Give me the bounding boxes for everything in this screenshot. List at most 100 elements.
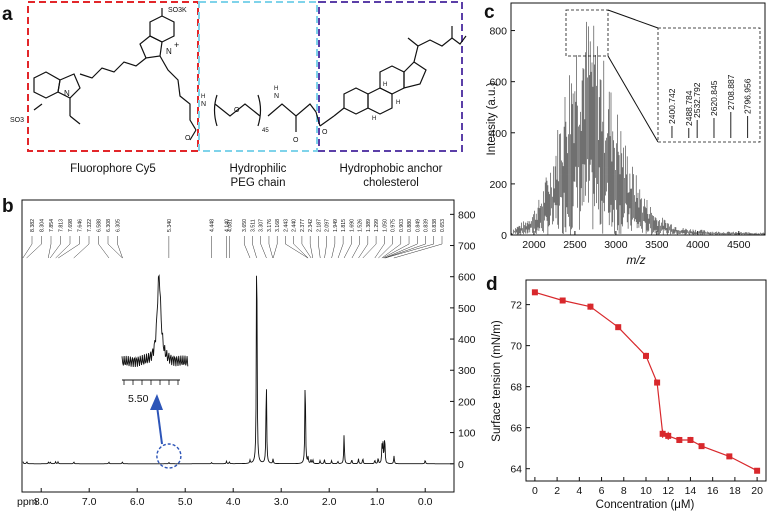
st-data-point (754, 467, 761, 474)
nmr-peak-label: 1.389 (366, 219, 372, 232)
ms-xtick-label: 3000 (604, 239, 628, 251)
nmr-peak-label: 1.299 (374, 219, 380, 232)
lower-benzene-ring (33, 71, 61, 99)
nmr-peak-label: 7.322 (87, 219, 93, 232)
amide-n2: N (274, 93, 279, 100)
ppm-prefix: ppm (17, 496, 38, 508)
nmr-ytick-label: 0 (458, 459, 464, 471)
st-xtick-label: 18 (729, 485, 741, 497)
nmr-peak-label: 6.308 (106, 219, 112, 232)
nmr-peak-connector (244, 243, 251, 259)
steroid-h3: H (372, 116, 376, 122)
steroid-h2: H (396, 100, 400, 106)
nmr-peak-label: 0.839 (424, 219, 430, 232)
nmr-peak-label: 0.838 (432, 219, 438, 232)
nmr-peak-label: 1.815 (341, 219, 347, 232)
panel-a: a (2, 1, 467, 189)
nmr-xtick-label: 4.0 (226, 496, 241, 508)
st-data-point (659, 430, 666, 437)
st-data-point (665, 432, 672, 439)
peg-subscript-45: 45 (262, 128, 269, 134)
nmr-peak-connector (301, 243, 312, 259)
nmr-peak-label: 0.653 (440, 219, 446, 232)
st-ytick-label: 66 (510, 423, 522, 435)
st-xtick-label: 20 (751, 485, 763, 497)
nmr-peak-label: 1.949 (333, 219, 339, 232)
peg-label-line2: PEG chain (231, 177, 286, 189)
polymethine-chain (79, 57, 147, 79)
panel-a-letter: a (2, 4, 13, 25)
nmr-peak-connector (107, 243, 123, 259)
peg-box (198, 1, 318, 152)
st-data-point (698, 443, 705, 450)
fluorophore-label: Fluorophore Cy5 (70, 163, 156, 175)
nmr-peak-connector (49, 243, 61, 259)
nmr-axis-tick-labels: 8.0 7.0 6.0 5.0 4.0 3.0 2.0 1.0 0.0 800 700 600 500 4… (34, 209, 476, 508)
st-data-point (726, 453, 733, 460)
ms-frame (510, 2, 766, 236)
surface-tension-points (531, 289, 761, 474)
zoom-connector-bottom (607, 55, 659, 143)
st-data-point (676, 436, 683, 443)
nmr-peak-label: 4.448 (210, 219, 216, 232)
panel-d-letter: d (486, 274, 498, 295)
nmr-ytick-label: 300 (458, 365, 476, 377)
nmr-frame (21, 199, 455, 493)
nmr-peak-label: 3.511 (250, 219, 256, 232)
surface-tension-line (534, 291, 758, 472)
nmr-peak-connector (378, 243, 393, 259)
arrow-head (150, 394, 163, 410)
st-data-point (587, 303, 594, 310)
nmr-peak-label: 1.690 (349, 219, 355, 232)
nmr-ytick-label: 100 (458, 428, 476, 440)
ms-inset-peak-label: 2796.956 (743, 78, 753, 114)
nmr-peak-connector (117, 243, 123, 259)
anchor-label-line1: Hydrophobic anchor (340, 163, 443, 175)
st-xtick-label: 4 (576, 485, 582, 497)
inset-ticks (123, 380, 179, 385)
nmr-peak-label: 6.588 (97, 219, 103, 232)
nmr-peak-label: 8.382 (30, 219, 36, 232)
nmr-xtick-label: 0.0 (418, 496, 433, 508)
nmr-peak-connector (58, 243, 80, 259)
carbonyl-o3: O (293, 137, 299, 144)
st-data-point (531, 289, 538, 296)
st-ytick-label: 64 (510, 464, 522, 476)
nmr-peak-label: 3.307 (259, 219, 265, 232)
surface-tension-ylabel: Surface tension (mN/m) (491, 320, 503, 442)
ms-xtick-label: 4000 (686, 239, 710, 251)
nmr-ytick-label: 800 (458, 209, 476, 221)
nmr-peak-connector (73, 243, 90, 259)
nmr-peak-label: 3.650 (242, 219, 248, 232)
nmr-peak-label: 0.880 (407, 219, 413, 232)
highlight-arrow (156, 405, 163, 445)
ms-ytick-label: 800 (489, 26, 507, 38)
nmr-ytick-label: 500 (458, 303, 476, 315)
nmr-peak-connector (260, 243, 267, 259)
nmr-peak-connector (252, 243, 257, 259)
nmr-peak-label: 1.050 (382, 219, 388, 232)
st-data-point (643, 352, 649, 359)
nmr-peak-label: 7.813 (59, 219, 65, 232)
nmr-peak-connector (26, 243, 42, 259)
nmr-peak-connector (337, 243, 344, 259)
fluorophore-box (27, 1, 199, 152)
st-data-point (687, 436, 694, 443)
nmr-peak-connector (384, 243, 426, 259)
steroid-ring-d (403, 61, 427, 89)
surface-tension-frame (525, 279, 767, 482)
nmr-peak-connector (331, 243, 336, 259)
nmr-peak-label: 0.975 (391, 219, 397, 232)
nmr-peak-connector (358, 243, 369, 259)
panel-b: b 8.0 7.0 6.0 5.0 4.0 3.0 2.0 1.0 0.0 800 700 600 50… (2, 196, 476, 508)
succinyl-linker (267, 103, 317, 117)
nmr-spectrum-trace (22, 275, 453, 465)
ester-o4: O (322, 129, 328, 136)
st-ytick-label: 68 (510, 382, 522, 394)
nmr-inset: 5.50 (121, 274, 189, 405)
steroid-ring-c (379, 65, 405, 95)
peg-oxygen: O (234, 107, 240, 114)
nmr-peak-connector (55, 243, 71, 259)
inset-peak-trace (121, 274, 189, 368)
st-xtick-label: 0 (532, 485, 538, 497)
